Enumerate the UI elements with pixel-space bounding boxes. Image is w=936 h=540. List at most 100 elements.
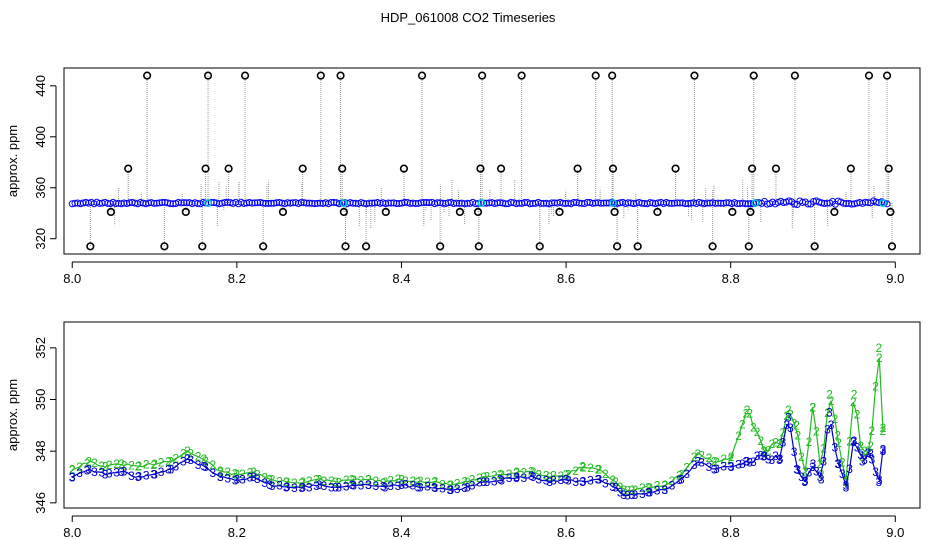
- series-2-marker: 2: [817, 457, 824, 471]
- series-3-marker: 3: [387, 479, 394, 493]
- series-2-point: 2: [398, 473, 405, 487]
- series-3-marker: 3: [754, 449, 761, 463]
- series-2-point: 2: [316, 473, 323, 487]
- series-3-point: 3: [818, 473, 825, 487]
- data-point: [485, 199, 493, 207]
- y-tick-label: 348: [33, 440, 48, 462]
- spike-point: [690, 71, 699, 80]
- data-point: [526, 200, 534, 208]
- series-2-point: 2: [497, 467, 504, 481]
- data-point: [842, 200, 850, 208]
- data-point: [681, 200, 689, 208]
- series-2-marker: 2: [402, 474, 409, 488]
- spike-point: [201, 164, 210, 173]
- series-3-marker: 3: [476, 476, 483, 490]
- series-2-marker: 2: [787, 408, 794, 422]
- series-3-marker: 3: [461, 481, 468, 495]
- series-3-marker: 3: [698, 456, 705, 470]
- series-3-point: 3: [332, 480, 339, 494]
- series-2-marker: 2: [446, 478, 453, 492]
- x-tick-label: 8.8: [722, 271, 740, 286]
- series-3-marker: 3: [794, 463, 801, 477]
- series-3-marker: 3: [143, 468, 150, 482]
- data-point: [158, 198, 166, 206]
- x-tick-label: 8.2: [228, 525, 246, 540]
- spike-point: [338, 164, 347, 173]
- series-3-marker: 3: [187, 453, 194, 467]
- spike-point: [846, 164, 855, 173]
- series-2-marker: 2: [313, 472, 320, 486]
- top-panel-y-axis: 320 360 400 440: [33, 75, 57, 250]
- series-3-marker: 3: [765, 453, 772, 467]
- series-3-point: 3: [382, 480, 389, 494]
- series-3-point: 3: [867, 447, 874, 461]
- series-3-marker: 3: [69, 471, 76, 485]
- data-point: [591, 199, 599, 207]
- series-3-point: 3: [431, 480, 438, 494]
- series-3-marker: 3: [798, 470, 805, 484]
- data-point: [717, 199, 725, 207]
- data-point: [382, 200, 390, 208]
- data-point: [714, 199, 722, 207]
- series-3-marker: 3: [173, 460, 180, 474]
- y-tick-label: 350: [33, 389, 48, 411]
- series-3-marker: 3: [454, 482, 461, 496]
- data-point: [461, 200, 469, 208]
- data-point: [452, 199, 460, 207]
- series-3-marker: 3: [880, 442, 887, 456]
- series-3-point: 3: [859, 455, 866, 469]
- spike-point: [496, 164, 506, 173]
- x-tick-label: 8.4: [392, 271, 410, 286]
- x-tick-label: 8.6: [557, 525, 575, 540]
- series-3-point: 3: [801, 475, 808, 489]
- series-3-marker: 3: [106, 467, 113, 481]
- series-2-marker: 2: [728, 450, 735, 464]
- series-3-marker: 3: [609, 480, 616, 494]
- series-2-point: 2: [250, 465, 257, 479]
- series-2-marker: 2: [869, 424, 876, 438]
- series-3-point: 3: [513, 470, 520, 484]
- series-2-marker: 2: [735, 429, 742, 443]
- series-3-marker: 3: [365, 478, 372, 492]
- series-2-marker: 2: [661, 479, 668, 493]
- series-3-point: 3: [810, 457, 817, 471]
- series-3-marker: 3: [872, 465, 879, 479]
- series-3-point: 3: [834, 457, 841, 471]
- data-point: [673, 199, 681, 207]
- series-3-marker: 3: [158, 465, 165, 479]
- spike-point: [160, 242, 169, 251]
- series-2-marker: 2: [646, 481, 653, 495]
- series-2-marker: 2: [321, 474, 328, 488]
- top-panel-frame: [63, 67, 921, 255]
- series-3-marker: 3: [617, 485, 624, 499]
- series-3-marker: 3: [735, 458, 742, 472]
- spike-point: [746, 207, 755, 217]
- series-2-marker: 2: [780, 426, 787, 440]
- series-3-point: 3: [777, 452, 784, 466]
- series-3-line: [71, 423, 884, 497]
- series-2-point: 2: [880, 421, 887, 435]
- series-3-marker: 3: [580, 474, 587, 488]
- series-3-point: 3: [563, 473, 570, 487]
- series-3-point: 3: [316, 478, 323, 492]
- series-2-point: 2: [365, 473, 372, 487]
- series-3-marker: 3: [535, 472, 542, 486]
- series-2-marker: 2: [743, 407, 750, 421]
- series-2-marker: 2: [84, 456, 91, 470]
- data-point: [649, 199, 657, 207]
- series-3-marker: 3: [857, 448, 864, 462]
- series-2-point: 2: [801, 470, 808, 484]
- data-point: [360, 199, 368, 207]
- series-3-marker: 3: [757, 449, 764, 463]
- data-point: [744, 200, 752, 208]
- series-2-marker: 2: [187, 446, 194, 460]
- series-2-marker: 2: [861, 444, 868, 458]
- series-2-marker: 2: [387, 474, 394, 488]
- series-3-marker: 3: [121, 465, 128, 479]
- data-point: [537, 199, 545, 207]
- series-3-marker: 3: [261, 476, 268, 490]
- series-2-marker: 2: [772, 435, 779, 449]
- data-point: [638, 199, 646, 207]
- data-point: [278, 199, 286, 207]
